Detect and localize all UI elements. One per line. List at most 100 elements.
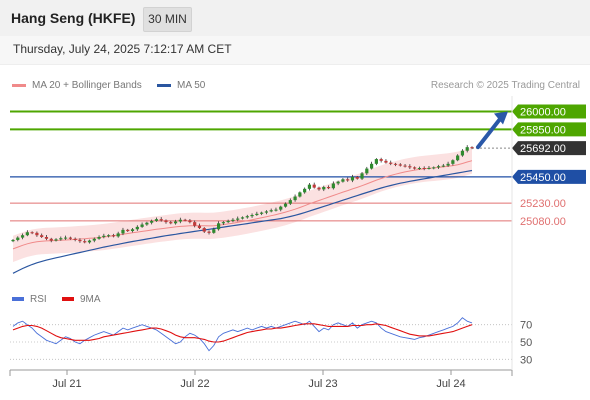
candle-body	[465, 147, 469, 151]
candle-body	[255, 213, 259, 215]
candle-body	[236, 218, 240, 220]
x-tick-label: Jul 23	[308, 378, 337, 390]
level-tag-2	[512, 141, 586, 156]
candle-body	[178, 219, 182, 222]
candle-body	[422, 167, 426, 169]
candle-body	[240, 217, 245, 219]
candles	[11, 145, 474, 244]
candle-body	[11, 239, 15, 242]
projection-arrow-shaft	[476, 114, 504, 150]
candle-body	[197, 225, 202, 229]
x-tick-label: Jul 24	[436, 378, 465, 390]
candle-body	[293, 196, 297, 201]
candle-body	[288, 200, 292, 204]
candle-body	[212, 229, 216, 233]
candle-body	[226, 220, 230, 223]
candle-body	[35, 232, 39, 236]
candle-body	[63, 237, 68, 239]
candle-body	[164, 220, 168, 223]
instrument-title: Hang Seng (HKFE)	[11, 10, 136, 26]
candle-body	[446, 163, 450, 166]
candle-body	[403, 165, 407, 167]
candle-body	[350, 176, 355, 181]
candle-body	[322, 187, 326, 190]
level-label-2: 25692.00	[520, 143, 566, 155]
candle-body	[432, 167, 436, 169]
candle-body	[116, 233, 120, 237]
level-tag-0	[512, 104, 586, 119]
candle-body	[269, 210, 273, 212]
candle-body	[341, 179, 345, 182]
level-tag-1	[512, 122, 586, 137]
candle-body	[140, 224, 144, 227]
rsi-tick-label: 30	[520, 354, 532, 366]
level-label-5: 25080.00	[520, 216, 566, 228]
candle-body	[25, 232, 29, 236]
candle-body	[183, 219, 187, 221]
ma20-line	[12, 160, 473, 250]
legend-ma50-swatch	[157, 83, 171, 87]
legend-rsi: RSI	[12, 294, 47, 305]
candle-body	[78, 239, 82, 242]
candle-body	[389, 162, 393, 164]
candle-body	[303, 188, 307, 193]
candle-body	[83, 241, 87, 243]
candle-body	[173, 221, 178, 224]
candle-body	[384, 160, 388, 163]
candle-body	[441, 165, 445, 167]
candle-body	[369, 163, 374, 169]
candle-body	[169, 222, 173, 224]
level-tag-3	[512, 169, 586, 184]
candle-body	[216, 223, 221, 230]
candle-body	[59, 238, 63, 240]
candle-body	[207, 231, 211, 233]
legend-rsi-ma-label: 9MA	[80, 294, 101, 305]
candle-body	[73, 238, 77, 240]
candle-body	[470, 147, 474, 149]
legend-ma20-swatch	[12, 83, 26, 87]
candle-body	[150, 220, 154, 223]
candle-body	[260, 212, 264, 214]
candle-body	[427, 167, 431, 169]
legend-rsi-swatch	[12, 297, 24, 302]
candle-body	[49, 238, 53, 241]
candle-body	[436, 166, 441, 168]
candle-body	[135, 226, 139, 230]
x-tick-label: Jul 21	[52, 378, 81, 390]
candle-body	[355, 176, 359, 179]
datetime-bar: Thursday, July 24, 2025 7:12:17 AM CET	[0, 36, 590, 65]
rsi-ma-line	[12, 323, 473, 343]
level-label-3: 25450.00	[520, 172, 566, 184]
legend-rsi-label: RSI	[30, 294, 47, 305]
candle-body	[68, 237, 72, 239]
candle-body	[92, 238, 96, 241]
candle-body	[451, 160, 455, 164]
candle-body	[408, 166, 412, 168]
candle-body	[346, 179, 350, 181]
candle-body	[379, 159, 383, 161]
chart-header: Hang Seng (HKFE) 30 MIN	[0, 0, 590, 36]
candle-body	[250, 214, 254, 217]
candle-body	[159, 219, 163, 221]
candle-body	[16, 237, 20, 240]
candle-body	[154, 219, 159, 221]
level-label-0: 26000.00	[520, 106, 566, 118]
candle-body	[312, 184, 316, 188]
candle-body	[130, 229, 135, 232]
candle-body	[413, 167, 417, 169]
candle-body	[317, 187, 321, 190]
candle-body	[202, 228, 206, 232]
legend-rsi-ma: 9MA	[62, 294, 101, 305]
candle-body	[331, 183, 335, 189]
timeframe-button[interactable]: 30 MIN	[143, 7, 192, 32]
candle-body	[188, 220, 192, 223]
candle-body	[336, 181, 340, 184]
legend-ma20-label: MA 20 + Bollinger Bands	[32, 80, 142, 91]
candle-body	[221, 222, 225, 224]
candle-body	[298, 192, 302, 197]
ma50-line	[12, 169, 473, 274]
level-label-4: 25230.00	[520, 198, 566, 210]
candle-body	[40, 235, 44, 237]
candle-body	[279, 206, 283, 210]
rsi-line	[12, 317, 473, 352]
